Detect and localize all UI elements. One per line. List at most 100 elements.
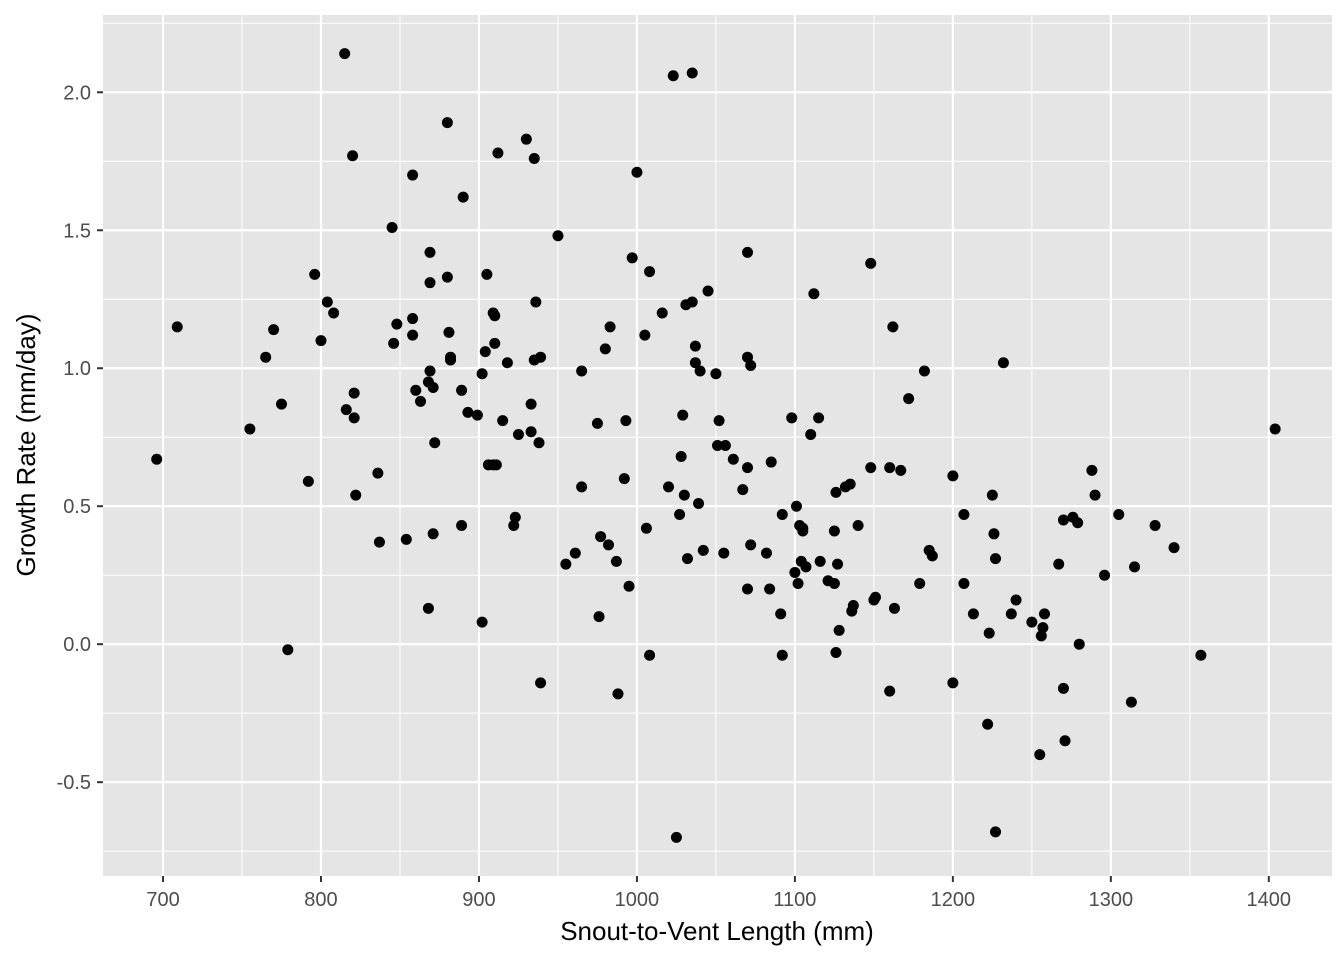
data-point [745,539,757,551]
data-point [1086,464,1098,476]
data-point [443,326,455,338]
data-point [681,553,693,565]
x-tick-label: 900 [462,889,495,911]
data-point [808,288,820,300]
data-point [533,437,545,449]
data-point [441,271,453,283]
data-point [792,577,804,589]
data-point [244,423,256,435]
data-point [888,602,900,614]
data-point [674,508,686,520]
data-point [997,357,1009,369]
data-point [805,428,817,440]
data-point [1072,517,1084,529]
data-point [595,531,607,543]
data-point [171,321,183,333]
x-tick-label: 1400 [1247,889,1292,911]
data-point [479,346,491,358]
data-point [497,415,509,427]
data-point [670,831,682,843]
data-point [1037,622,1049,634]
data-point [1125,696,1137,708]
y-axis: -0.5 0.0 0.5 1.0 1.5 2.0 [57,82,103,794]
y-tick-label: 1.5 [63,220,91,242]
data-point [677,409,689,421]
data-point [947,677,959,689]
data-point [1149,520,1161,532]
data-point [765,456,777,468]
data-point [830,486,842,498]
data-point [610,555,622,567]
data-point [887,321,899,333]
data-point [631,166,643,178]
data-point [560,558,572,570]
data-point [604,321,616,333]
data-point [422,602,434,614]
data-point [710,368,722,380]
data-point [713,415,725,427]
data-point [339,48,351,60]
data-point [702,285,714,297]
data-point [509,511,521,523]
y-tick-label: 0.0 [63,634,91,656]
data-point [686,67,698,79]
data-point [865,257,877,269]
data-point [1269,423,1281,435]
data-point [1035,630,1047,642]
data-point [742,351,754,363]
grid-minor [103,15,1332,876]
data-point [852,520,864,532]
data-point [388,337,400,349]
data-point [656,307,668,319]
data-point [407,329,419,341]
data-point [830,646,842,658]
data-point [552,230,564,242]
data-point [612,688,624,700]
data-point [593,611,605,623]
data-point [639,329,651,341]
y-tick-label: 0.5 [63,496,91,518]
data-point [456,384,468,396]
data-point [833,624,845,636]
data-point [407,169,419,181]
data-point [424,365,436,377]
data-point [415,395,427,407]
data-point [618,473,630,485]
data-point [1005,608,1017,620]
data-point [727,453,739,465]
data-point [348,412,360,424]
data-point [967,608,979,620]
x-tick-label: 1300 [1089,889,1134,911]
data-point [462,406,474,418]
data-point [926,550,938,562]
data-point [675,451,687,463]
data-point [1195,649,1207,661]
data-point [525,426,537,438]
data-point [914,577,926,589]
data-point [603,539,615,551]
data-point [813,412,825,424]
data-point [471,409,483,421]
data-point [986,489,998,501]
data-point [576,365,588,377]
data-point [490,459,502,471]
data-point [689,357,701,369]
data-point [386,221,398,233]
data-point [481,268,493,280]
data-point [764,583,776,595]
y-tick-label: 2.0 [63,82,91,104]
data-point [1057,514,1069,526]
data-point [789,566,801,578]
data-point [828,577,840,589]
data-point [847,600,859,612]
data-point [737,484,749,496]
data-point [623,580,635,592]
data-point [429,437,441,449]
data-point [599,343,611,355]
data-point [884,462,896,474]
data-point [844,478,856,490]
data-point [832,558,844,570]
data-point [489,337,501,349]
data-point [1038,608,1050,620]
data-point [786,412,798,424]
